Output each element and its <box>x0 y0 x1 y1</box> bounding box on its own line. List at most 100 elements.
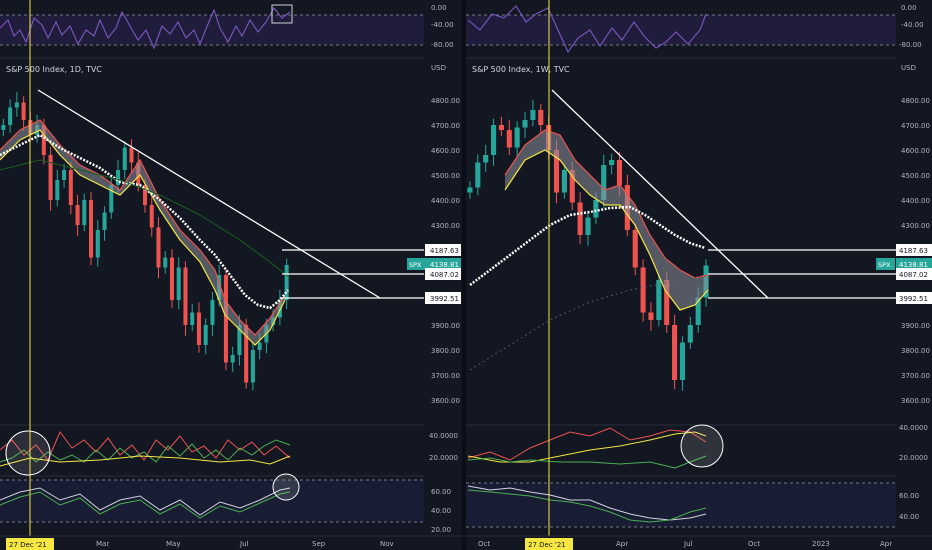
ema-yellow-daily <box>0 129 286 346</box>
candle <box>506 130 512 148</box>
pane-weekly: S&P 500 Index, 1W, TVC <box>466 0 896 536</box>
price-tick: 4700.00 <box>901 122 930 130</box>
candle <box>475 162 481 188</box>
candle <box>75 205 80 225</box>
price-tick: 4400.00 <box>901 197 930 205</box>
sma-dotted-weekly <box>469 275 709 371</box>
candle <box>156 227 161 268</box>
price-tick: 4800.00 <box>901 97 930 105</box>
level-label: 4187.63 <box>430 247 459 255</box>
level-labels-daily: 4187.63 SPX 4138.81 4087.02 3992.51 <box>407 244 461 304</box>
candle <box>687 325 693 343</box>
price-tick: 4600.00 <box>431 147 460 155</box>
candle <box>490 125 497 155</box>
candle <box>89 200 94 258</box>
spx-ticker: SPX <box>409 261 422 269</box>
adx-yellow-daily <box>0 455 291 467</box>
spx-ticker-badge-daily <box>407 258 425 270</box>
candle <box>223 275 228 363</box>
price-tick: 3700.00 <box>431 372 460 380</box>
price-tick: 4700.00 <box>431 122 460 130</box>
candle <box>616 160 623 185</box>
highlight-circle-weekly-dmi <box>680 424 724 468</box>
candle <box>210 300 215 325</box>
price-tick: 4300.00 <box>431 222 460 230</box>
candle <box>498 125 504 130</box>
level-label: 4087.02 <box>430 271 459 279</box>
date-badge-label: 27 Dec '21 <box>528 541 566 549</box>
rsi-line-weekly <box>467 5 707 54</box>
osc-tick: 60.00 <box>431 488 451 496</box>
candle <box>257 342 262 350</box>
rsi-tick: 0.00 <box>431 4 447 12</box>
pane-divider <box>462 0 466 550</box>
price-tick: 4500.00 <box>901 172 930 180</box>
candle <box>569 170 575 203</box>
price-tick: 3800.00 <box>431 347 460 355</box>
price-tick: 4800.00 <box>431 97 460 105</box>
level-label: 3992.51 <box>430 295 459 303</box>
price-tick: 3900.00 <box>901 322 930 330</box>
ema-ribbon-weekly <box>505 130 708 310</box>
price-tick: 3600.00 <box>431 397 460 405</box>
candle <box>483 155 489 163</box>
candle <box>679 342 686 380</box>
highlight-circle-daily-osc <box>272 473 300 501</box>
highlight-circle-daily-dmi <box>5 430 51 476</box>
candle <box>129 147 134 163</box>
candle <box>593 200 599 218</box>
candle <box>196 312 201 345</box>
osc-tick: 20.00 <box>431 526 451 534</box>
pane-title-weekly: S&P 500 Index, 1W, TVC <box>472 65 570 74</box>
candle <box>149 205 154 228</box>
spx-price: 4138.81 <box>430 261 459 269</box>
spx-ticker-badge-weekly <box>876 258 895 270</box>
date-badge-weekly <box>525 538 573 550</box>
price-tick: 3900.00 <box>431 322 460 330</box>
time-label: Apr <box>616 540 628 548</box>
spx-price: 4138.81 <box>899 261 928 269</box>
rsi-highlight-box <box>271 4 293 24</box>
rsi-tick: -80.00 <box>431 41 454 49</box>
candle <box>62 170 67 180</box>
candle <box>190 312 195 325</box>
candle <box>695 297 701 325</box>
candle <box>48 155 53 200</box>
candle <box>467 187 473 193</box>
rsi-tick: -80.00 <box>899 41 922 49</box>
candle <box>14 102 19 108</box>
price-tick: 4400.00 <box>431 197 460 205</box>
ema-red-weekly <box>504 129 709 279</box>
osc-green-weekly <box>467 489 707 523</box>
candle <box>553 150 560 193</box>
pane-daily: S&P 500 Index, 1D, TVC <box>0 0 424 536</box>
osc-white-daily <box>0 487 291 516</box>
candle <box>522 120 528 128</box>
time-label: 2023 <box>812 540 830 548</box>
price-tick: 4500.00 <box>431 172 460 180</box>
candle <box>102 212 107 230</box>
dmi-tick: 20.0000 <box>899 454 928 462</box>
candle <box>538 110 544 125</box>
candle <box>203 325 208 345</box>
sma-white-weekly <box>469 205 706 286</box>
level-label: 4087.02 <box>899 271 928 279</box>
level-label: 4187.63 <box>899 247 928 255</box>
rsi-tick: 0.00 <box>901 4 917 12</box>
spx-ticker: SPX <box>878 261 891 269</box>
candle <box>648 312 654 320</box>
date-badge-label: 27 Dec '21 <box>9 541 47 549</box>
unit-label-daily: USD <box>431 64 446 72</box>
unit-label-weekly: USD <box>901 64 916 72</box>
candle <box>169 257 174 300</box>
candle <box>244 325 249 383</box>
rsi-line-daily <box>0 7 291 50</box>
dmi-red-weekly <box>467 427 707 461</box>
candle <box>55 180 60 200</box>
dmi-tick: 20.0000 <box>429 454 458 462</box>
time-axis-weekly: Oct 27 Dec '21 Apr Jul Oct 2023 Apr <box>478 538 892 550</box>
rsi-band-daily <box>0 15 424 45</box>
candle <box>1 125 6 130</box>
candle <box>672 325 678 380</box>
time-axis-daily: 27 Dec '21 Mar May Jul Sep Nov <box>6 538 394 550</box>
